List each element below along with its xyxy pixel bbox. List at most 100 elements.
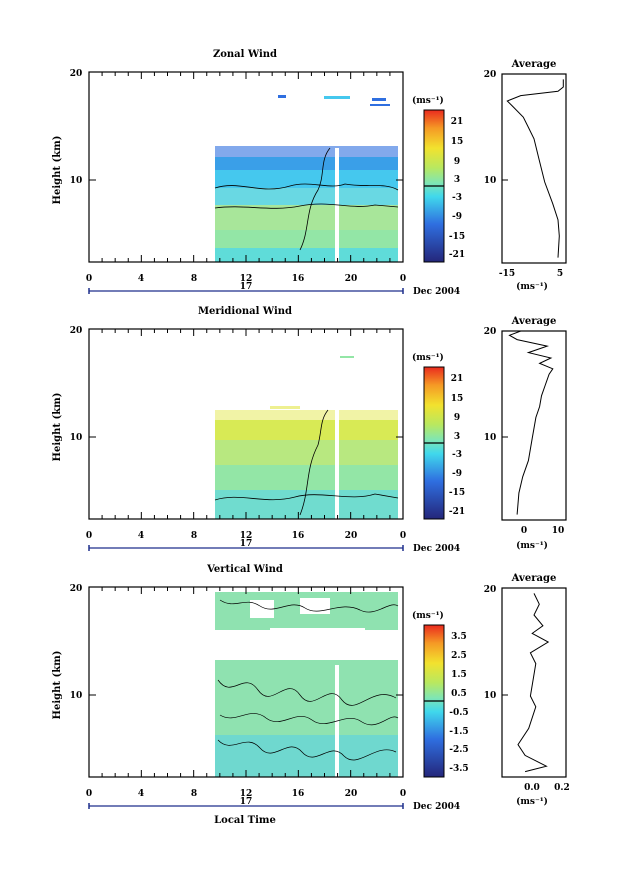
vertical-avg-ytick: 20: [484, 585, 497, 595]
zonal-fragment: [324, 96, 350, 99]
meridional-colorbar: (ms⁻¹) 21 15 9 3 -3 -9 -15 -21: [412, 352, 465, 520]
vertical-xtick: 0: [86, 789, 92, 799]
meridional-ylabel: Height (km): [52, 393, 63, 462]
zonal-heatmap: [214, 95, 399, 263]
meridional-title: Meridional Wind: [198, 306, 292, 317]
meridional-contour: [299, 409, 329, 516]
vertical-xtick: 4: [138, 789, 144, 799]
vertical-avg-ytick: 10: [484, 691, 497, 701]
meridional-avg-ytick: 10: [484, 433, 497, 443]
zonal-wind-panel: Zonal Wind Height (km) 20 10: [52, 49, 567, 297]
zonal-cbar-tick: 15: [451, 137, 464, 147]
zonal-band-5: [215, 170, 398, 188]
meridional-cbar-tick: 3: [454, 432, 460, 442]
vertical-contour: [217, 739, 397, 761]
zonal-avg-xtick: -15: [499, 269, 515, 279]
meridional-xtick: 12: [240, 531, 253, 541]
vertical-contour: [217, 679, 397, 706]
meridional-xtick: 8: [191, 531, 197, 541]
vertical-avg-title: Average: [511, 573, 557, 584]
vertical-ylabel: Height (km): [52, 651, 63, 720]
vertical-xtick: 8: [191, 789, 197, 799]
vertical-data-void: [270, 628, 365, 660]
meridional-avg-xtick: 10: [552, 526, 565, 536]
meridional-xtick: 4: [138, 531, 144, 541]
meridional-xtick: 20: [345, 531, 358, 541]
vertical-ytick: 20: [70, 584, 83, 594]
zonal-colorbar: (ms⁻¹) 21 15 9 3 -3 -9 -15 -21: [412, 95, 465, 263]
zonal-avg-xtick: 5: [557, 269, 563, 279]
zonal-avg-unit: (ms⁻¹): [516, 281, 548, 292]
zonal-date: Dec 2004: [413, 287, 460, 297]
vertical-xtick: 16: [292, 789, 305, 799]
vertical-contour: [219, 713, 399, 726]
zonal-xtick: 20: [345, 274, 358, 284]
zonal-xtick: 4: [138, 274, 144, 284]
zonal-y-ticks: 20 10: [70, 69, 403, 186]
meridional-average-panel: Average 20 10 0 10 (ms⁻¹): [484, 316, 567, 551]
meridional-date-bar: 17 Dec 2004: [88, 539, 460, 554]
zonal-band-3: [215, 205, 398, 230]
zonal-xtick: 12: [240, 274, 253, 284]
zonal-avg-frame: [501, 73, 567, 264]
meridional-data-gap: [335, 410, 339, 520]
zonal-cbar-tick: -3: [452, 193, 462, 203]
zonal-band-2: [215, 230, 398, 248]
vertical-avg-xtick: 0.0: [524, 783, 540, 793]
meridional-band-4: [215, 420, 398, 440]
zonal-day-label: 17: [240, 282, 253, 292]
vertical-avg-frame: [501, 587, 567, 778]
zonal-fragment: [370, 104, 390, 106]
zonal-date-bar: 17 Dec 2004: [88, 282, 460, 297]
meridional-band-1: [215, 490, 398, 519]
vertical-cbar-tick: 2.5: [451, 651, 467, 661]
meridional-xtick-labels: 0 4 8 12 16 20 0: [86, 531, 406, 541]
zonal-xtick-labels: 0 4 8 12 16 20 0: [86, 274, 406, 284]
vertical-heatmap: [215, 592, 399, 777]
zonal-contour: [299, 147, 331, 251]
zonal-cbar-tick: 9: [454, 157, 460, 167]
vertical-data-void: [300, 598, 330, 614]
meridional-avg-ytick: 20: [484, 327, 497, 337]
meridional-avg-xtick: 0: [521, 526, 527, 536]
zonal-avg-line: [506, 79, 564, 258]
meridional-cbar-tick: -3: [452, 450, 462, 460]
vertical-wind-panel: Vertical Wind Height (km) 20 10 0 4 8: [52, 564, 570, 826]
meridional-fragment: [270, 406, 300, 409]
zonal-contour: [214, 183, 399, 191]
vertical-day-label: 17: [240, 797, 253, 807]
zonal-xtick: 16: [292, 274, 305, 284]
vertical-contour: [219, 599, 399, 613]
vertical-cbar-tick: 1.5: [451, 670, 467, 680]
vertical-cbar-tick: 0.5: [451, 689, 467, 699]
zonal-xtick: 0: [400, 274, 406, 284]
vertical-date-bar: 17 Dec 2004 Local Time: [88, 797, 460, 826]
zonal-cbar-unit: (ms⁻¹): [412, 95, 444, 106]
vertical-xtick-labels: 0 4 8 12 16 20 0: [86, 789, 406, 799]
zonal-cbar-tick: -21: [449, 250, 465, 260]
meridional-avg-frame: [501, 330, 567, 521]
vertical-xtick: 12: [240, 789, 253, 799]
vertical-cbar-unit: (ms⁻¹): [412, 610, 444, 621]
vertical-cbar-tick: -1.5: [449, 727, 468, 737]
zonal-cbar-tick: -9: [452, 212, 462, 222]
zonal-avg-ytick: 20: [484, 70, 497, 80]
meridional-day-label: 17: [240, 539, 253, 549]
meridional-date: Dec 2004: [413, 544, 460, 554]
meridional-cbar-tick: -15: [449, 488, 465, 498]
meridional-xtick: 0: [86, 531, 92, 541]
vertical-average-panel: Average 20 10 0.0 0.2 (ms⁻¹): [484, 573, 570, 807]
meridional-cbar-unit: (ms⁻¹): [412, 352, 444, 363]
meridional-x-ticks: [88, 329, 404, 519]
zonal-x-ticks: [88, 72, 404, 262]
vertical-y-ticks: 20 10: [70, 584, 403, 701]
zonal-ytick: 10: [70, 176, 83, 186]
zonal-band-1: [215, 248, 398, 262]
vertical-cbar-tick: -3.5: [449, 764, 468, 774]
vertical-x-ticks: [88, 587, 404, 777]
zonal-avg-title: Average: [511, 59, 557, 70]
vertical-cbar-tick: -2.5: [449, 745, 468, 755]
meridional-contour: [214, 493, 399, 501]
meridional-cbar-tick: 9: [454, 413, 460, 423]
vertical-cbar-tick: -0.5: [449, 708, 468, 718]
